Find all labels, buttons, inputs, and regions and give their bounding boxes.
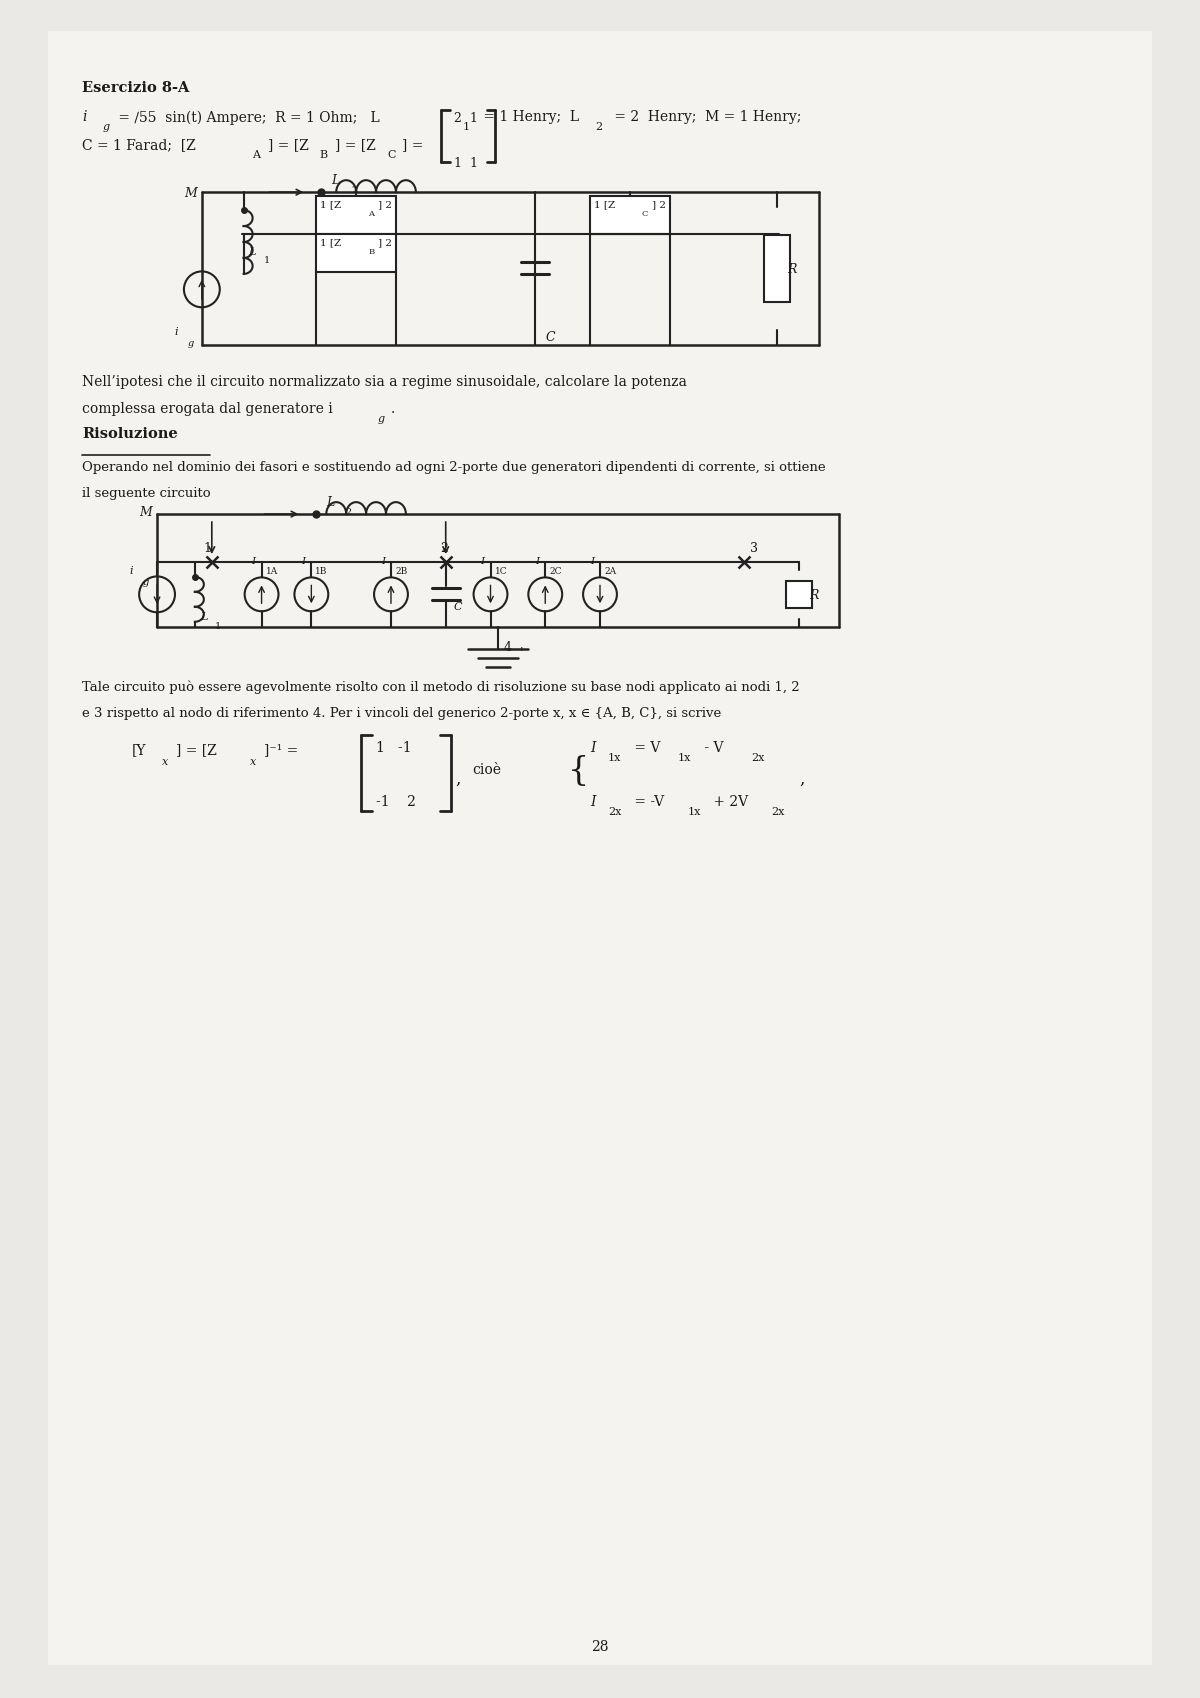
Text: = 1 Henry;  L: = 1 Henry; L bbox=[479, 110, 578, 124]
Text: 1x: 1x bbox=[688, 807, 701, 817]
Text: ] 2: ] 2 bbox=[652, 200, 666, 209]
Text: 1: 1 bbox=[264, 256, 270, 265]
Text: L: L bbox=[248, 246, 256, 256]
Text: C: C bbox=[386, 151, 396, 160]
Text: I: I bbox=[590, 742, 595, 756]
Text: Operando nel dominio dei fasori e sostituendo ad ogni 2-porte due generatori dip: Operando nel dominio dei fasori e sostit… bbox=[83, 462, 826, 474]
Text: A: A bbox=[368, 211, 374, 217]
Bar bbox=[317, 234, 396, 272]
Text: x: x bbox=[162, 757, 168, 767]
Text: ] =: ] = bbox=[402, 138, 424, 153]
Text: I: I bbox=[252, 557, 256, 567]
Text: R: R bbox=[809, 589, 818, 603]
Text: .: . bbox=[391, 402, 395, 416]
Text: C: C bbox=[454, 603, 462, 613]
Text: - V: - V bbox=[700, 742, 724, 756]
Text: ] 2: ] 2 bbox=[378, 200, 392, 209]
Text: Esercizio 8-A: Esercizio 8-A bbox=[83, 80, 190, 95]
Bar bbox=[764, 234, 790, 302]
Text: C: C bbox=[545, 331, 554, 343]
Text: g: g bbox=[378, 414, 385, 424]
Text: = ∕55  sin(t) Ampere;  R = 1 Ohm;   L: = ∕55 sin(t) Ampere; R = 1 Ohm; L bbox=[114, 110, 380, 126]
Text: L: L bbox=[200, 611, 208, 621]
Text: L: L bbox=[326, 496, 335, 509]
Text: 28: 28 bbox=[592, 1640, 608, 1654]
Bar bbox=[317, 197, 396, 234]
Text: g: g bbox=[102, 122, 109, 132]
Text: Tale circuito può essere agevolmente risolto con il metodo di risoluzione su bas: Tale circuito può essere agevolmente ris… bbox=[83, 681, 800, 694]
Text: i: i bbox=[130, 567, 133, 576]
Text: ,: , bbox=[799, 771, 804, 788]
Text: 2C: 2C bbox=[550, 567, 562, 576]
Text: ] = [Z: ] = [Z bbox=[335, 138, 376, 153]
Text: A: A bbox=[252, 151, 259, 160]
Text: 1 [Z: 1 [Z bbox=[320, 200, 342, 209]
Text: 2: 2 bbox=[439, 542, 448, 555]
Text: ] = [Z: ] = [Z bbox=[176, 744, 217, 757]
Text: R: R bbox=[787, 263, 797, 277]
Text: il seguente circuito: il seguente circuito bbox=[83, 487, 211, 501]
Text: 1   -1: 1 -1 bbox=[376, 742, 412, 756]
Text: 1: 1 bbox=[204, 542, 212, 555]
Text: 2x: 2x bbox=[751, 754, 764, 764]
Text: 1 [Z: 1 [Z bbox=[594, 200, 616, 209]
Text: 1 [Z: 1 [Z bbox=[320, 238, 342, 246]
Text: 1: 1 bbox=[463, 122, 469, 132]
Text: -1    2: -1 2 bbox=[376, 795, 416, 810]
Text: ,: , bbox=[456, 771, 461, 788]
Text: = 2  Henry;  M = 1 Henry;: = 2 Henry; M = 1 Henry; bbox=[610, 110, 802, 124]
Bar bbox=[590, 197, 670, 234]
Text: M: M bbox=[184, 187, 197, 200]
Text: L: L bbox=[331, 175, 340, 187]
Text: 2: 2 bbox=[352, 187, 358, 195]
Text: = -V: = -V bbox=[630, 795, 664, 810]
Text: x: x bbox=[250, 757, 256, 767]
Text: 2: 2 bbox=[595, 122, 602, 132]
Text: C: C bbox=[642, 211, 648, 217]
Text: 1C: 1C bbox=[494, 567, 508, 576]
Text: ] 2: ] 2 bbox=[378, 238, 392, 246]
Text: cioè: cioè bbox=[473, 764, 502, 778]
Text: C = 1 Farad;  [Z: C = 1 Farad; [Z bbox=[83, 138, 196, 153]
Text: = V: = V bbox=[630, 742, 660, 756]
Text: I: I bbox=[480, 557, 485, 567]
Text: + 2V: + 2V bbox=[709, 795, 749, 810]
Text: i: i bbox=[174, 328, 178, 338]
Text: {: { bbox=[568, 756, 589, 788]
Text: [Y: [Y bbox=[132, 744, 146, 757]
Text: Risoluzione: Risoluzione bbox=[83, 428, 178, 441]
Text: ': ' bbox=[520, 647, 523, 659]
Text: 2: 2 bbox=[346, 508, 352, 518]
Text: 2  1: 2 1 bbox=[454, 112, 478, 126]
Text: 2x: 2x bbox=[608, 807, 622, 817]
Text: I: I bbox=[301, 557, 306, 567]
Text: Nell’ipotesi che il circuito normalizzato sia a regime sinusoidale, calcolare la: Nell’ipotesi che il circuito normalizzat… bbox=[83, 375, 688, 389]
Text: i: i bbox=[83, 110, 86, 124]
Text: 1B: 1B bbox=[316, 567, 328, 576]
Bar bbox=[786, 581, 812, 608]
Text: 3: 3 bbox=[750, 542, 758, 555]
Text: 4: 4 bbox=[504, 640, 512, 654]
Text: 2A: 2A bbox=[604, 567, 616, 576]
Text: B: B bbox=[368, 248, 374, 256]
Text: ] = [Z: ] = [Z bbox=[268, 138, 308, 153]
Text: 2B: 2B bbox=[395, 567, 407, 576]
Text: g: g bbox=[143, 579, 149, 588]
Text: I: I bbox=[590, 795, 595, 810]
Text: M: M bbox=[139, 506, 152, 520]
Text: 1: 1 bbox=[215, 621, 221, 630]
Text: 2x: 2x bbox=[772, 807, 785, 817]
Text: I: I bbox=[590, 557, 594, 567]
Text: ]⁻¹ =: ]⁻¹ = bbox=[264, 744, 298, 757]
Text: B: B bbox=[319, 151, 328, 160]
Text: I: I bbox=[535, 557, 540, 567]
Text: I: I bbox=[382, 557, 385, 567]
Text: 1  1: 1 1 bbox=[454, 158, 478, 170]
Text: e 3 rispetto al nodo di riferimento 4. Per i vincoli del generico 2-porte x, x ∈: e 3 rispetto al nodo di riferimento 4. P… bbox=[83, 708, 721, 720]
Text: 1x: 1x bbox=[678, 754, 691, 764]
Text: complessa erogata dal generatore i: complessa erogata dal generatore i bbox=[83, 402, 334, 416]
Text: g: g bbox=[188, 340, 194, 348]
Text: 1x: 1x bbox=[608, 754, 622, 764]
Text: 1A: 1A bbox=[265, 567, 278, 576]
